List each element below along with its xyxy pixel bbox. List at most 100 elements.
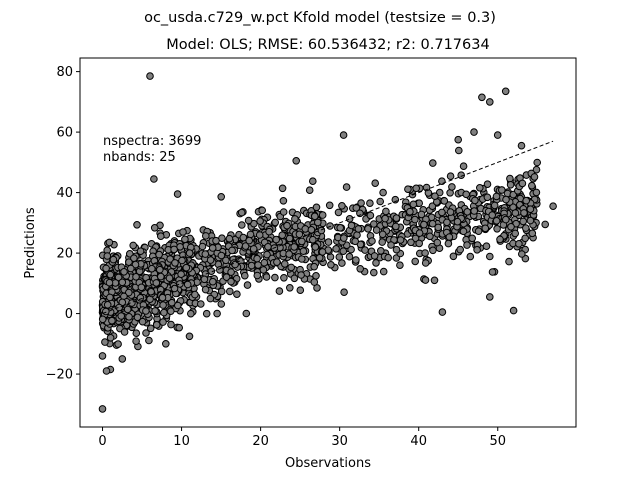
data-point	[488, 211, 497, 219]
data-point	[434, 223, 443, 232]
data-point	[449, 252, 458, 261]
data-point	[496, 235, 504, 244]
annotation-nbands: nbands: 25	[103, 150, 176, 165]
data-point	[340, 234, 348, 242]
data-point	[356, 209, 364, 218]
y-tick-label: −20	[46, 368, 73, 383]
data-point	[526, 205, 535, 213]
data-point	[311, 212, 319, 221]
annotation-nspectra: nspectra: 3699	[103, 134, 201, 149]
data-point	[347, 245, 355, 254]
data-point	[197, 300, 205, 308]
data-point	[259, 266, 268, 274]
data-point	[115, 303, 123, 312]
data-point	[338, 202, 346, 210]
data-point	[415, 229, 424, 237]
data-point	[222, 256, 230, 265]
data-point	[187, 309, 195, 318]
data-point	[428, 202, 437, 210]
data-point	[335, 253, 344, 261]
x-axis-label: Observations	[285, 456, 371, 471]
data-point	[125, 313, 133, 321]
data-point	[342, 183, 351, 191]
data-point	[411, 215, 419, 224]
data-point	[246, 230, 255, 239]
data-point	[459, 227, 468, 236]
data-point	[114, 273, 123, 282]
data-point	[106, 270, 115, 279]
data-point	[511, 209, 520, 217]
data-point	[493, 131, 502, 139]
data-point	[336, 224, 345, 232]
data-point	[422, 183, 431, 192]
data-point	[157, 272, 165, 281]
data-point	[470, 207, 479, 215]
data-point	[339, 247, 348, 255]
data-point	[247, 261, 256, 270]
data-point	[213, 309, 221, 318]
data-point	[120, 328, 129, 336]
data-point	[253, 254, 261, 263]
data-point	[370, 220, 378, 228]
data-point	[123, 305, 132, 314]
y-tick-label: 40	[56, 186, 73, 201]
data-point	[325, 201, 334, 210]
data-point	[147, 288, 155, 296]
data-point	[454, 135, 463, 144]
data-point	[463, 208, 472, 216]
data-point	[118, 355, 127, 363]
data-point	[208, 244, 217, 252]
data-point	[481, 224, 490, 233]
data-point	[168, 298, 176, 307]
data-point	[132, 273, 140, 281]
data-point	[502, 195, 510, 204]
data-point	[182, 263, 191, 272]
data-point	[438, 308, 447, 316]
data-point	[327, 261, 335, 269]
plot-frame	[79, 57, 577, 428]
data-point	[506, 181, 515, 189]
data-point	[285, 234, 294, 243]
data-point	[280, 274, 288, 282]
data-point	[307, 226, 316, 234]
data-point	[462, 190, 471, 199]
data-point	[227, 277, 235, 286]
data-point	[501, 87, 510, 96]
data-point	[109, 255, 118, 264]
data-point	[158, 293, 167, 302]
data-point	[404, 185, 412, 193]
data-point	[167, 320, 175, 329]
data-point	[281, 260, 289, 268]
data-point	[483, 180, 492, 188]
data-point	[324, 238, 333, 246]
data-point	[222, 273, 231, 282]
data-point	[519, 217, 528, 226]
data-point	[152, 321, 161, 329]
data-point	[286, 284, 294, 292]
data-point	[239, 233, 248, 242]
data-point	[392, 245, 401, 254]
data-point	[175, 323, 183, 332]
data-point	[155, 250, 163, 259]
data-point	[226, 287, 234, 296]
data-point	[417, 210, 426, 219]
y-axis-label: Predictions	[23, 207, 38, 279]
data-point	[201, 285, 210, 294]
data-point	[490, 201, 499, 210]
data-point	[507, 223, 515, 231]
figure-suptitle: oc_usda.c729_w.pct Kfold model (testsize…	[144, 10, 496, 26]
data-point	[486, 252, 494, 261]
data-point	[345, 215, 354, 223]
data-point	[279, 197, 288, 205]
y-tick-label: 60	[56, 126, 73, 141]
data-point	[146, 72, 154, 80]
data-point	[233, 290, 241, 299]
data-point	[185, 332, 194, 341]
data-point	[381, 214, 389, 223]
data-point	[292, 157, 301, 165]
data-point	[354, 225, 363, 233]
data-point	[476, 184, 484, 192]
data-point	[105, 238, 114, 247]
data-point	[253, 271, 262, 280]
data-point	[159, 301, 167, 309]
